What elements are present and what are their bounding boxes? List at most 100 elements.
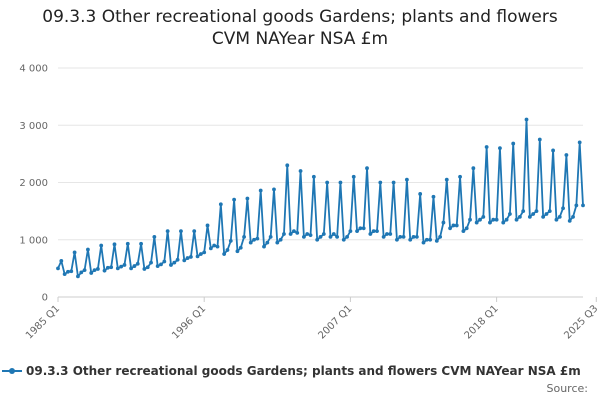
data-point[interactable] <box>129 266 134 271</box>
data-point[interactable] <box>288 232 293 236</box>
data-point[interactable] <box>56 266 60 271</box>
data-point[interactable] <box>577 140 582 145</box>
data-point[interactable] <box>511 141 516 146</box>
data-point[interactable] <box>488 220 492 225</box>
data-point[interactable] <box>368 232 373 236</box>
data-point[interactable] <box>139 241 143 246</box>
data-point[interactable] <box>325 180 330 185</box>
data-point[interactable] <box>451 223 456 228</box>
data-point[interactable] <box>228 239 233 243</box>
data-point[interactable] <box>448 226 452 231</box>
data-point[interactable] <box>282 232 286 236</box>
data-point[interactable] <box>524 117 529 122</box>
data-point[interactable] <box>544 212 549 216</box>
data-point[interactable] <box>471 166 476 171</box>
data-point[interactable] <box>358 226 363 231</box>
data-point[interactable] <box>198 252 203 256</box>
data-point[interactable] <box>328 234 333 239</box>
data-point[interactable] <box>318 234 323 239</box>
data-point[interactable] <box>82 268 87 272</box>
data-point[interactable] <box>365 166 369 171</box>
data-point[interactable] <box>202 250 207 255</box>
data-point[interactable] <box>498 146 502 151</box>
data-point[interactable] <box>345 234 349 239</box>
data-point[interactable] <box>262 244 266 249</box>
data-point[interactable] <box>175 257 180 262</box>
data-point[interactable] <box>185 256 190 260</box>
data-point[interactable] <box>208 246 213 251</box>
data-point[interactable] <box>125 241 130 246</box>
data-point[interactable] <box>561 206 565 211</box>
data-point[interactable] <box>441 220 446 225</box>
data-point[interactable] <box>464 226 469 231</box>
data-point[interactable] <box>109 265 114 270</box>
data-point[interactable] <box>298 169 303 173</box>
data-point[interactable] <box>428 237 433 242</box>
data-point[interactable] <box>102 268 107 273</box>
data-point[interactable] <box>414 234 419 239</box>
data-point[interactable] <box>564 153 569 157</box>
data-point[interactable] <box>145 265 150 270</box>
legend[interactable]: 09.3.3 Other recreational goods Gardens;… <box>2 364 581 378</box>
data-point[interactable] <box>301 234 306 239</box>
data-point[interactable] <box>468 217 472 222</box>
data-point[interactable] <box>272 187 276 192</box>
data-point[interactable] <box>408 237 413 242</box>
data-point[interactable] <box>99 243 104 248</box>
data-point[interactable] <box>232 197 237 202</box>
data-point[interactable] <box>378 180 383 185</box>
data-point[interactable] <box>105 265 110 270</box>
data-point[interactable] <box>481 214 486 219</box>
data-point[interactable] <box>411 234 416 239</box>
data-point[interactable] <box>424 237 429 242</box>
data-point[interactable] <box>115 266 120 271</box>
data-point[interactable] <box>401 234 406 239</box>
data-point[interactable] <box>474 220 479 225</box>
data-point[interactable] <box>252 237 256 242</box>
data-point[interactable] <box>218 202 223 207</box>
data-point[interactable] <box>189 255 193 259</box>
data-point[interactable] <box>142 267 147 271</box>
data-point[interactable] <box>541 214 546 219</box>
data-point[interactable] <box>454 223 459 228</box>
data-point[interactable] <box>59 259 64 263</box>
data-point[interactable] <box>514 217 519 222</box>
data-point[interactable] <box>571 214 575 219</box>
data-point[interactable] <box>89 271 94 275</box>
data-point[interactable] <box>504 217 509 222</box>
data-point[interactable] <box>438 234 443 239</box>
data-point[interactable] <box>162 259 167 264</box>
data-point[interactable] <box>547 209 552 214</box>
data-point[interactable] <box>517 214 522 219</box>
data-point[interactable] <box>292 229 296 234</box>
data-point[interactable] <box>341 237 346 242</box>
data-point[interactable] <box>152 234 157 239</box>
data-point[interactable] <box>92 268 97 272</box>
data-point[interactable] <box>395 237 399 242</box>
data-point[interactable] <box>534 209 539 214</box>
data-point[interactable] <box>321 232 326 236</box>
data-point[interactable] <box>79 270 84 275</box>
data-point[interactable] <box>165 229 170 234</box>
data-point[interactable] <box>242 234 246 239</box>
data-point[interactable] <box>69 269 74 274</box>
data-point[interactable] <box>431 194 436 199</box>
data-point[interactable] <box>135 261 140 266</box>
data-point[interactable] <box>338 180 343 185</box>
data-point[interactable] <box>72 250 77 255</box>
data-point[interactable] <box>484 145 489 149</box>
data-point[interactable] <box>205 223 210 228</box>
data-point[interactable] <box>351 174 356 179</box>
data-point[interactable] <box>182 258 187 263</box>
data-point[interactable] <box>311 174 316 179</box>
data-point[interactable] <box>132 264 137 268</box>
data-point[interactable] <box>551 148 555 153</box>
data-point[interactable] <box>567 218 572 223</box>
data-point[interactable] <box>434 239 439 243</box>
data-point[interactable] <box>421 240 426 245</box>
data-point[interactable] <box>212 243 217 248</box>
data-point[interactable] <box>122 263 127 267</box>
data-point[interactable] <box>159 262 163 267</box>
data-point[interactable] <box>494 217 499 222</box>
data-point[interactable] <box>348 229 353 234</box>
